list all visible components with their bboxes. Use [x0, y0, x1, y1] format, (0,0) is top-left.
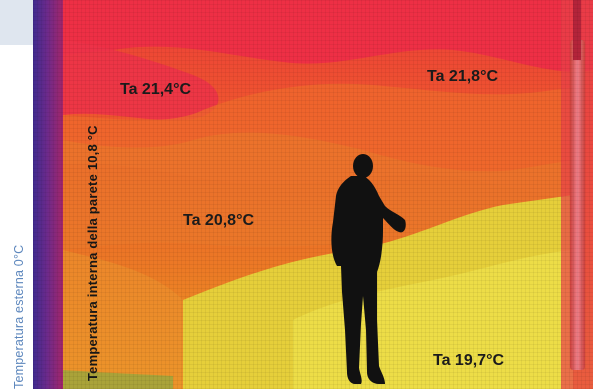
thermal-image [33, 0, 593, 389]
temperature-reading-upper-right: Ta 21,8°C [427, 68, 499, 85]
temperature-reading-upper-left: Ta 21,4°C [120, 81, 192, 98]
temperature-reading-middle: Ta 20,8°C [183, 212, 255, 229]
person-silhouette [331, 154, 406, 384]
outside-temperature-label: Temperatura esterna 0°C [12, 244, 26, 389]
sensor-grid [33, 0, 593, 389]
temperature-reading-lower-right: Ta 19,7°C [433, 352, 505, 369]
corner-panel [0, 0, 33, 45]
wall-temperature-label: Temperatura interna della parete 10,8 °C [85, 125, 100, 381]
